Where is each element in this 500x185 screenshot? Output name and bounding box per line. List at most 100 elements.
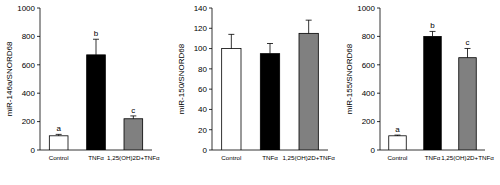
error-stem xyxy=(96,39,97,55)
y-axis xyxy=(380,8,381,150)
y-tick-label: 60 xyxy=(198,85,207,94)
error-bar xyxy=(465,48,471,57)
error-stem xyxy=(467,48,468,57)
error-bar xyxy=(267,44,273,54)
y-tick-label: 400 xyxy=(362,89,376,98)
bar xyxy=(459,58,477,150)
error-bar xyxy=(228,34,234,48)
y-tick xyxy=(377,121,380,122)
error-bar xyxy=(306,20,312,33)
y-tick xyxy=(37,121,40,122)
error-cap xyxy=(228,34,234,35)
significance-letter: b xyxy=(430,21,435,30)
marks xyxy=(222,20,319,150)
y-tick xyxy=(209,150,212,151)
y-tick-label: 0 xyxy=(31,146,36,155)
panel: 020406080100120140miR-150/SNORD68Control… xyxy=(177,4,335,161)
y-tick-label: 200 xyxy=(22,117,36,126)
error-stem xyxy=(133,116,134,119)
significance-letter: a xyxy=(395,125,400,134)
error-cap xyxy=(395,135,401,136)
error-stem xyxy=(432,31,433,36)
x-tick-label: 1,25(OH)2D+TNFα xyxy=(282,154,335,161)
error-bar xyxy=(130,116,136,119)
y-tick xyxy=(37,64,40,65)
significance-letter: b xyxy=(94,29,99,38)
error-stem xyxy=(270,44,271,54)
panel: 0 200 400 600 800 1000 miR-155/SNORD68 a Control… xyxy=(345,4,494,161)
x-tick-label: Control xyxy=(221,154,241,161)
y-tick xyxy=(37,150,40,151)
y-axis-label: miR-146a/SNORD68 xyxy=(5,41,14,116)
y-axis-label: miR-155/SNORD68 xyxy=(345,43,354,114)
y-tick-label: 1000 xyxy=(17,4,35,13)
x-tick-label: TNFα xyxy=(262,154,278,161)
x-tick-label: 1,25(OH)2D+TNFα xyxy=(441,154,494,161)
y-tick xyxy=(209,48,212,49)
error-cap xyxy=(56,134,62,135)
bar xyxy=(49,136,68,150)
y-axis xyxy=(212,8,213,150)
significance-letter: c xyxy=(466,38,470,47)
error-bar xyxy=(56,134,62,135)
y-tick-label: 200 xyxy=(362,117,376,126)
bar xyxy=(222,49,241,150)
y-axis xyxy=(40,8,41,150)
y-tick xyxy=(37,36,40,37)
y-tick-label: 800 xyxy=(22,32,36,41)
y-tick-label: 140 xyxy=(194,4,208,13)
error-cap xyxy=(465,48,471,49)
y-tick-label: 600 xyxy=(362,61,376,70)
y-tick xyxy=(377,8,380,9)
bar xyxy=(124,119,143,150)
y-tick-label: 120 xyxy=(194,24,208,33)
bar xyxy=(260,54,279,150)
y-tick xyxy=(209,8,212,9)
error-cap xyxy=(430,31,436,32)
error-bar xyxy=(93,39,99,55)
x-tick-label: Control xyxy=(49,154,69,161)
panel: 0 200 400 600 800 1000 miR-146a/SNORD68 a Contro… xyxy=(5,4,160,161)
x-tick-label: TNFα xyxy=(425,154,441,161)
y-tick-label: 1000 xyxy=(357,4,375,13)
x-tick-label: 1,25(OH)2D+TNFα xyxy=(107,154,160,161)
significance-letter: a xyxy=(56,124,61,133)
y-tick xyxy=(209,68,212,69)
bar xyxy=(424,36,442,150)
y-tick xyxy=(209,109,212,110)
y-tick xyxy=(377,93,380,94)
y-tick xyxy=(209,89,212,90)
error-bar xyxy=(395,135,401,137)
y-tick-label: 20 xyxy=(198,126,207,135)
error-cap xyxy=(306,20,312,21)
y-tick xyxy=(209,28,212,29)
error-cap xyxy=(130,115,136,116)
marks xyxy=(49,39,142,150)
error-bar xyxy=(430,31,436,36)
x-tick-label: Control xyxy=(388,154,408,161)
y-tick-label: 100 xyxy=(194,44,208,53)
significance-letter: c xyxy=(131,106,135,115)
y-tick xyxy=(209,129,212,130)
y-tick xyxy=(377,150,380,151)
y-tick-label: 80 xyxy=(198,65,207,74)
bar xyxy=(299,33,318,150)
bar xyxy=(87,55,106,150)
figure: 02004006008001000miR-146a/SNORD68aContro… xyxy=(0,0,500,185)
y-tick-label: 400 xyxy=(22,89,36,98)
y-tick xyxy=(377,36,380,37)
marks xyxy=(389,31,477,150)
error-cap xyxy=(93,39,99,40)
y-tick-label: 600 xyxy=(22,61,36,70)
x-tick-label: TNFα xyxy=(88,154,104,161)
bar xyxy=(389,136,407,150)
error-cap xyxy=(267,43,273,44)
y-tick-label: 800 xyxy=(362,32,376,41)
error-stem xyxy=(308,20,309,33)
error-stem xyxy=(231,34,232,48)
y-tick-label: 40 xyxy=(198,105,207,114)
y-tick xyxy=(37,8,40,9)
y-tick-label: 0 xyxy=(371,146,376,155)
y-tick xyxy=(37,93,40,94)
y-axis-label: miR-150/SNORD68 xyxy=(177,43,186,114)
